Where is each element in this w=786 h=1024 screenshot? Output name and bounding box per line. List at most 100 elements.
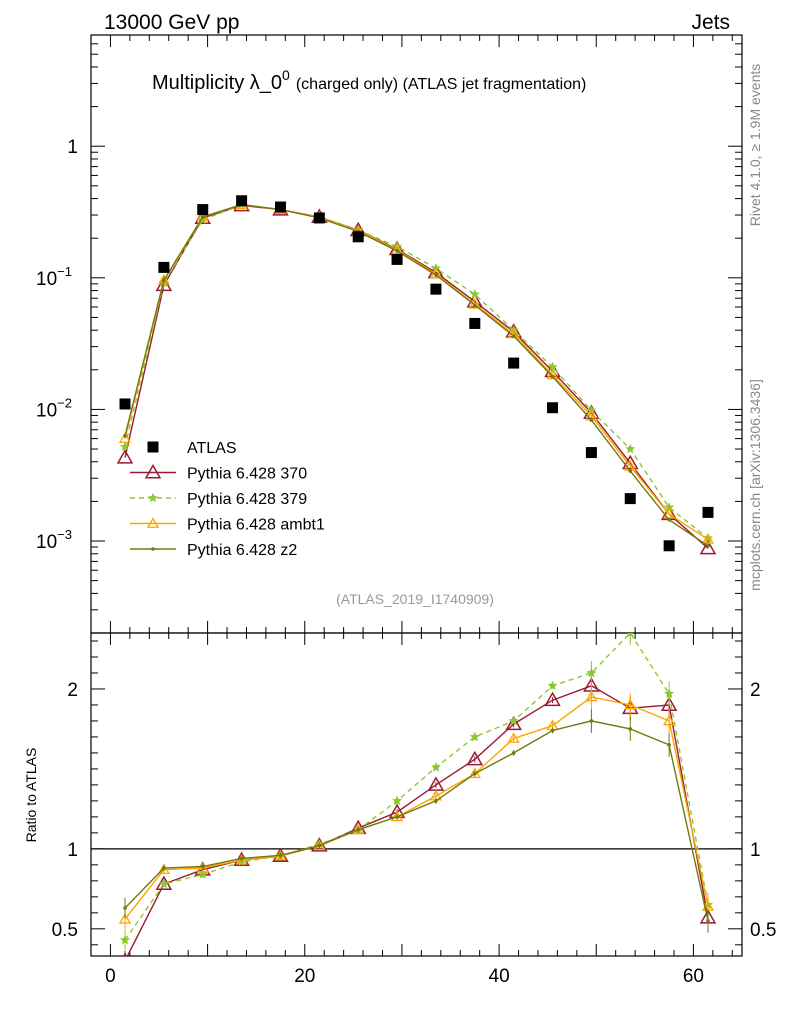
series-marker: [123, 906, 127, 910]
series-marker: [589, 719, 594, 723]
legend-label: Pythia 6.428 ambt1: [187, 517, 325, 534]
chart-title-sub: (charged only) (ATLAS jet fragmentation): [296, 76, 587, 93]
series-marker: [356, 827, 361, 832]
y-main-tick-label: 10−2: [36, 395, 72, 421]
series-marker: [667, 517, 671, 522]
series-marker: [550, 728, 555, 733]
series-marker: [147, 492, 159, 503]
series-marker: [585, 690, 598, 702]
series-marker: [395, 815, 399, 819]
y-main-tick-labels: 10−3 10−2 10−1 1: [36, 137, 78, 553]
legend-label: Pythia 6.428 379: [187, 491, 307, 508]
series-marker: [663, 714, 676, 726]
data-point: [547, 402, 559, 414]
data-point: [274, 201, 286, 213]
ratio-line: [124, 633, 709, 941]
y-ratio-tick-label: 2: [67, 680, 78, 701]
data-point: [702, 506, 714, 518]
ratio-line: [124, 696, 709, 920]
series-marker: [434, 273, 438, 277]
series-marker: [151, 547, 155, 551]
y-main-tick-label: 10−1: [36, 264, 72, 290]
series-marker: [472, 771, 477, 776]
series-marker: [507, 732, 520, 743]
series-marker: [392, 795, 403, 806]
series-marker: [157, 863, 170, 875]
x-tick-label: 60: [683, 966, 704, 987]
chart-title-sup: 0: [282, 67, 290, 83]
chart-title: Multiplicity λ_00 (charged only) (ATLAS j…: [152, 67, 586, 94]
series-marker: [469, 731, 480, 742]
data-point: [236, 195, 248, 207]
series-marker: [511, 334, 516, 339]
series-marker: [547, 680, 558, 691]
series-marker: [511, 751, 516, 755]
ratio-line: [126, 685, 709, 956]
analysis-label: (ATLAS_2019_I1740909): [336, 591, 494, 607]
rivet-label: Rivet 4.1.0, ≥ 1.9M events: [747, 64, 763, 227]
data-point: [469, 317, 481, 329]
y-ratio-tick-label-right: 0.5: [750, 920, 776, 941]
data-point: [391, 253, 403, 265]
series-marker: [116, 449, 134, 464]
series-marker: [624, 698, 637, 710]
series-marker: [118, 432, 132, 444]
y-ratio-tick-label: 1: [67, 840, 78, 861]
energy-label: 13000 GeV pp: [104, 11, 239, 34]
series-marker: [119, 441, 131, 452]
series-marker: [627, 633, 634, 638]
data-point: [663, 540, 675, 552]
ratio-y-axis-label: Ratio to ATLAS: [23, 748, 39, 843]
ratio-series-group: [118, 633, 717, 956]
series-marker: [200, 864, 205, 869]
legend-label: ATLAS: [187, 440, 237, 457]
series-marker: [706, 543, 710, 548]
series-marker: [196, 861, 209, 873]
series-marker: [239, 856, 244, 861]
series-marker: [119, 934, 131, 945]
series-marker: [118, 912, 132, 924]
series-marker: [157, 273, 170, 285]
series-marker: [699, 539, 717, 555]
series-marker: [158, 878, 169, 889]
series-marker: [434, 799, 438, 803]
data-point: [585, 447, 597, 459]
series-marker: [162, 866, 166, 870]
series-marker: [278, 853, 283, 858]
series-line: [124, 203, 709, 547]
ratio-line: [124, 720, 709, 921]
series-marker: [628, 727, 633, 731]
x-tick-label: 0: [105, 966, 116, 987]
y-ratio-tick-label-right: 1: [750, 840, 761, 861]
y-ratio-tick-label: 0.5: [52, 920, 78, 941]
series-marker: [664, 688, 675, 699]
series-marker: [469, 289, 480, 299]
series-marker: [200, 215, 205, 219]
y-ratio-tick-label-right: 2: [750, 680, 761, 701]
series-line: [124, 203, 709, 539]
series-marker: [162, 278, 166, 282]
data-point: [430, 283, 442, 295]
legend: ATLAS Pythia 6.428 370 Pythia 6.428 379 Pyt…: [130, 440, 325, 559]
series-marker: [544, 691, 561, 707]
series-marker: [472, 303, 477, 307]
x-tick-label: 20: [294, 966, 315, 987]
category-label: Jets: [691, 11, 730, 34]
series-marker: [701, 533, 715, 544]
series-marker: [317, 843, 322, 848]
main-series-group: [116, 195, 717, 555]
series-marker: [550, 374, 555, 379]
x-tick-labels: 0 20 40 60: [105, 966, 704, 987]
data-point: [508, 357, 520, 369]
series-marker: [628, 469, 633, 473]
y-main-tick-label: 10−3: [36, 527, 72, 553]
data-point: [313, 212, 325, 224]
data-point: [352, 231, 364, 243]
series-marker: [144, 463, 162, 479]
series-marker: [663, 507, 676, 519]
series-marker: [197, 869, 208, 879]
data-point: [197, 204, 209, 216]
series-marker: [625, 443, 636, 454]
series-marker: [508, 715, 519, 726]
